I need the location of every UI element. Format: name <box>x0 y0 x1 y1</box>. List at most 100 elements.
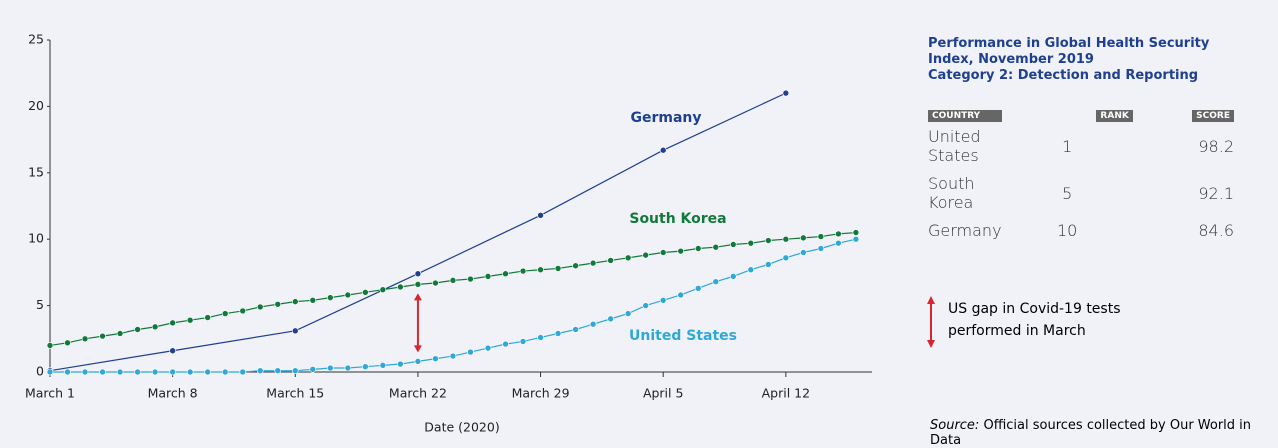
point <box>572 262 579 270</box>
series-label: South Korea <box>629 211 726 227</box>
x-tick-label: March 29 <box>512 386 570 401</box>
table-cell: 98.2 <box>1198 136 1234 156</box>
table-cell: South Korea <box>928 174 975 212</box>
point <box>432 355 439 363</box>
point <box>747 239 755 247</box>
point <box>729 241 737 248</box>
point <box>81 368 89 376</box>
point <box>607 315 614 323</box>
point <box>274 300 282 308</box>
point <box>151 368 159 376</box>
x-tick-label: April 5 <box>643 386 684 401</box>
point <box>46 342 54 349</box>
series-label: United States <box>629 328 737 344</box>
point <box>256 303 264 311</box>
point <box>800 249 807 256</box>
point <box>64 339 71 347</box>
point <box>835 239 842 247</box>
point <box>449 352 457 360</box>
point <box>432 279 439 287</box>
table-row: Germany 10 84.6 <box>928 216 1234 244</box>
arrow-head <box>413 345 422 353</box>
point <box>239 307 247 315</box>
legend-note: US gap in Covid-19 tests performed in Ma… <box>948 301 1121 339</box>
point <box>397 360 404 368</box>
point <box>99 368 106 376</box>
point <box>379 362 387 369</box>
point <box>765 261 772 268</box>
point <box>344 364 352 372</box>
point <box>397 283 404 291</box>
y-tick-label: 20 <box>28 98 44 113</box>
point <box>169 319 176 327</box>
point <box>589 259 597 267</box>
point <box>204 314 211 321</box>
point <box>256 367 264 374</box>
point <box>694 245 702 252</box>
point <box>344 291 352 299</box>
point <box>309 296 317 304</box>
y-tick-label: 5 <box>36 297 44 312</box>
point <box>116 368 124 376</box>
point <box>169 347 176 355</box>
point <box>852 235 860 243</box>
y-tick-label: 0 <box>36 364 44 379</box>
table-cell: United States <box>928 127 981 165</box>
point <box>81 335 89 343</box>
point <box>449 277 457 284</box>
point <box>642 251 649 259</box>
point <box>46 368 54 376</box>
y-tick-label: 25 <box>28 32 44 47</box>
point <box>589 320 597 328</box>
point <box>134 326 141 333</box>
table-body: United States 1 98.2 South Korea 5 92.1 German… <box>928 122 1234 244</box>
point <box>852 229 860 236</box>
x-tick-label: April 12 <box>762 386 810 401</box>
point <box>765 237 772 244</box>
point <box>659 296 667 304</box>
table-cell: Germany <box>928 221 1002 240</box>
x-tick-label: March 22 <box>389 386 447 401</box>
point <box>291 367 299 374</box>
point <box>221 368 229 376</box>
side-panel: Performance in Global Health Security In… <box>928 36 1238 244</box>
point <box>817 233 825 240</box>
chart: Date (2020) 0 5 10 15 20 25 March 1 March 8 Marc… <box>25 32 872 435</box>
point <box>151 323 159 331</box>
point <box>694 285 702 292</box>
point <box>239 368 247 376</box>
point <box>362 363 369 370</box>
point <box>835 230 842 238</box>
point <box>554 330 562 337</box>
point <box>519 267 527 275</box>
y-tick-label: 10 <box>28 231 44 246</box>
source-label: Source: <box>930 418 980 433</box>
point <box>624 254 632 262</box>
point <box>291 327 299 335</box>
point <box>99 332 106 340</box>
series-label: Germany <box>630 110 701 126</box>
point <box>572 326 579 333</box>
point <box>537 266 544 274</box>
arrow-head <box>927 296 935 304</box>
table-cell: 84.6 <box>1198 221 1234 240</box>
spacer <box>1133 110 1192 122</box>
point <box>607 257 614 264</box>
point <box>274 367 282 374</box>
source: Source: Official sources collected by Ou… <box>930 418 1278 448</box>
point <box>502 340 509 348</box>
table-cell: 10 <box>1057 221 1078 240</box>
point <box>186 368 194 376</box>
point <box>221 310 229 317</box>
table-row: South Korea 5 92.1 <box>928 169 1234 216</box>
point <box>642 302 649 309</box>
table-cell: 92.1 <box>1198 183 1234 203</box>
point <box>327 294 334 301</box>
point <box>291 298 299 305</box>
point <box>204 368 211 376</box>
table-row: United States 1 98.2 <box>928 122 1234 169</box>
point <box>116 330 124 337</box>
table-title: Performance in Global Health Security In… <box>928 36 1210 67</box>
table-cell: 5 <box>1062 183 1073 203</box>
point <box>467 275 474 283</box>
